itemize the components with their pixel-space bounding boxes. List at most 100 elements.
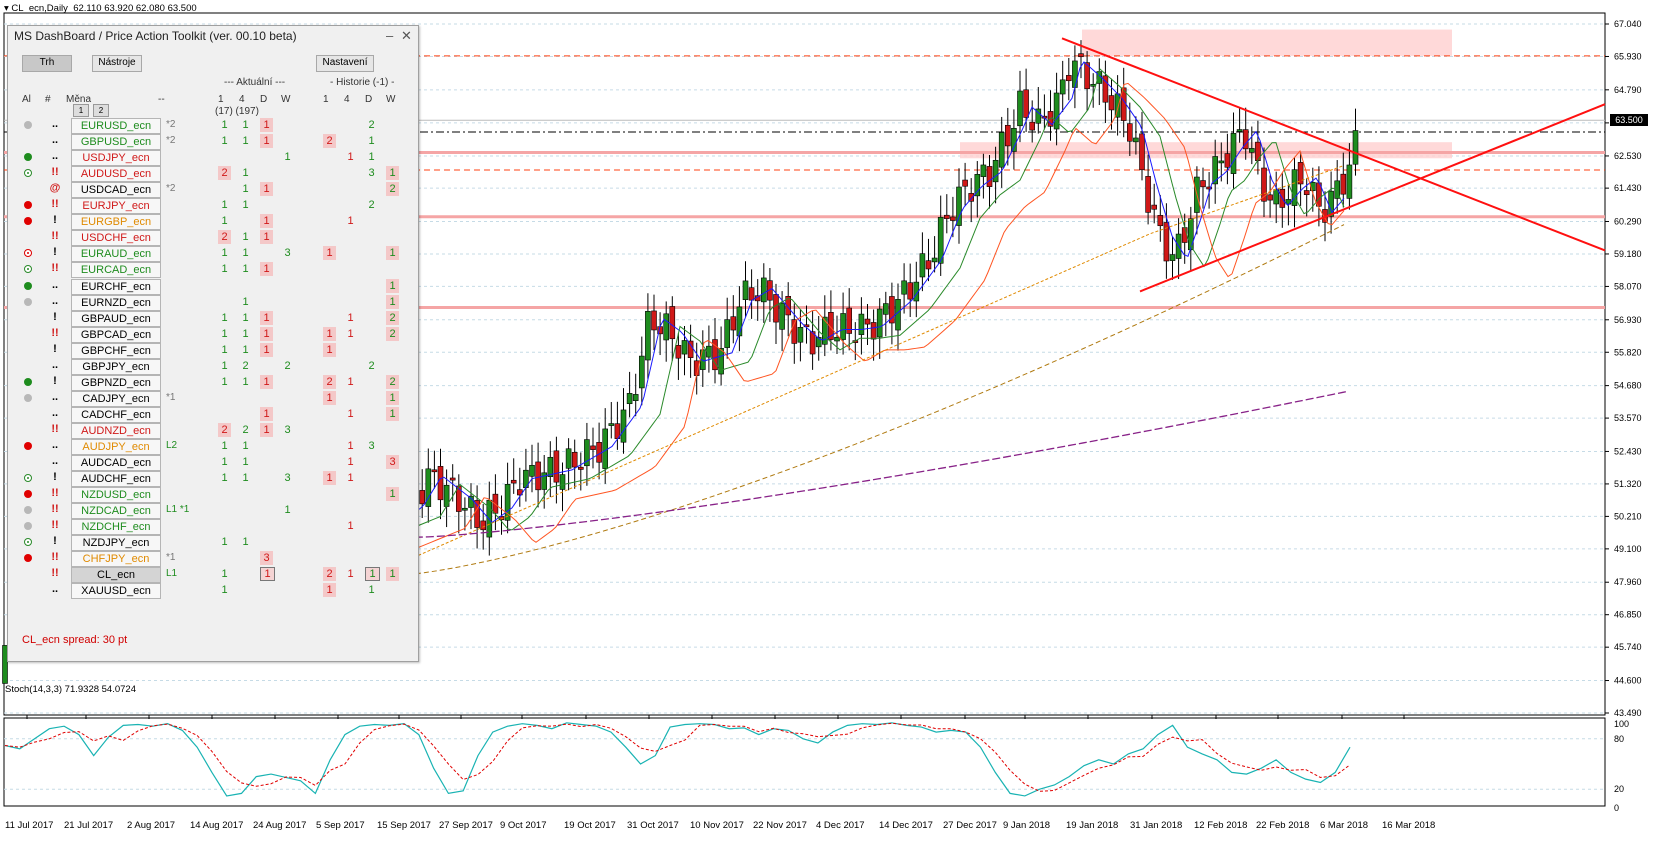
candle: [901, 280, 907, 295]
current-signal-cell: 1: [260, 342, 273, 357]
close-icon[interactable]: ✕: [401, 28, 412, 43]
symbol-button[interactable]: NZDCHF_ecn: [71, 519, 161, 536]
list-item[interactable]: .. EURNZD_ecn 1 1: [8, 294, 418, 311]
symbol-button[interactable]: USDCAD_ecn: [71, 182, 161, 199]
symbol-button[interactable]: GBPCAD_ecn: [71, 326, 161, 343]
symbol-button[interactable]: EURCHF_ecn: [71, 278, 161, 295]
symbol-button[interactable]: EURJPY_ecn: [71, 198, 161, 215]
symbol-button[interactable]: EURUSD_ecn: [71, 118, 161, 134]
symbol-button[interactable]: NZDCAD_ecn: [71, 503, 161, 520]
symbol-button[interactable]: AUDJPY_ecn: [71, 439, 161, 455]
current-signal-cell: [239, 391, 252, 405]
list-item[interactable]: ! EURGBP_ecn 1 1 1: [8, 213, 418, 231]
list-item[interactable]: !! AUDUSD_ecn 2 1 3 1: [8, 165, 418, 183]
page-2-button[interactable]: 2: [93, 104, 109, 117]
symbol-button[interactable]: CADCHF_ecn: [71, 406, 161, 423]
current-signal-cell: 1: [260, 134, 273, 149]
page-1-button[interactable]: 1: [73, 104, 89, 117]
alert-mark: !!: [51, 567, 59, 580]
minimize-icon[interactable]: –: [386, 28, 394, 43]
list-item[interactable]: !! GBPCAD_ecn 1 1 1 1 1 2: [8, 326, 418, 343]
list-item[interactable]: .. GBPJPY_ecn 1 2 2 2: [8, 358, 418, 375]
list-item[interactable]: .. EURUSD_ecn *2 1 1 1 2: [8, 117, 418, 134]
list-item[interactable]: !! CHFJPY_ecn *1 3: [8, 550, 418, 568]
symbol-button[interactable]: EURNZD_ecn: [71, 294, 161, 311]
list-item[interactable]: .. CADJPY_ecn *1 1 1: [8, 390, 418, 407]
current-signal-cell: [218, 551, 231, 565]
history-signal-cell: [386, 471, 399, 485]
current-signal-cell: 1: [242, 343, 249, 356]
list-item[interactable]: .. USDJPY_ecn 1 1 1: [8, 149, 418, 167]
alert-mark: !!: [51, 230, 59, 243]
candle: [590, 445, 596, 450]
current-signal-cell: 1: [221, 440, 228, 452]
list-item[interactable]: !! NZDCHF_ecn 1: [8, 518, 418, 536]
list-item[interactable]: !! AUDNZD_ecn 2 2 1 3: [8, 422, 418, 439]
symbol-button[interactable]: GBPUSD_ecn: [71, 134, 161, 151]
list-item[interactable]: ! NZDJPY_ecn 1 1: [8, 534, 418, 552]
list-item[interactable]: ! GBPNZD_ecn 1 1 1 2 1 2: [8, 374, 418, 391]
candle: [1200, 180, 1206, 188]
candle: [468, 495, 474, 508]
dashboard-panel[interactable]: MS DashBoard / Price Action Toolkit (ver…: [7, 25, 419, 662]
list-item[interactable]: !! NZDCAD_ecn L1 *1 1: [8, 502, 418, 520]
symbol-button[interactable]: AUDCHF_ecn: [71, 471, 161, 488]
candle: [1035, 108, 1042, 124]
symbol-button[interactable]: CADJPY_ecn: [71, 390, 161, 407]
symbol-button[interactable]: AUDUSD_ecn: [71, 166, 161, 183]
current-price-tag: 63.500: [1610, 114, 1648, 126]
symbol-button[interactable]: USDJPY_ecn: [71, 150, 161, 167]
date-tick-label: 6 Mar 2018: [1320, 820, 1368, 831]
list-item[interactable]: @ USDCAD_ecn *2 1 1 2: [8, 181, 418, 199]
list-item[interactable]: !! CL_ecn L1 1 1 2 1 1 1: [8, 566, 418, 584]
list-item[interactable]: .. AUDJPY_ecn L2 1 1 1 3: [8, 438, 418, 455]
list-item[interactable]: ! GBPCHF_ecn 1 1 1 1: [8, 342, 418, 359]
list-item[interactable]: .. CADCHF_ecn 1 1 1: [8, 406, 418, 423]
nastroje-button[interactable]: Nástroje: [92, 55, 142, 72]
symbol-button[interactable]: EURAUD_ecn: [71, 246, 161, 263]
panel-titlebar[interactable]: MS DashBoard / Price Action Toolkit (ver…: [8, 26, 418, 46]
list-item[interactable]: .. XAUUSD_ecn 1 1 1: [8, 582, 418, 600]
candle: [449, 477, 456, 481]
symbol-button[interactable]: GBPNZD_ecn: [71, 374, 161, 391]
date-tick-label: 27 Dec 2017: [943, 820, 997, 831]
history-signal-cell: [386, 583, 399, 597]
symbol-button[interactable]: XAUUSD_ecn: [71, 583, 161, 600]
symbol-button[interactable]: AUDCAD_ecn: [71, 455, 161, 472]
chevron-down-icon[interactable]: ▾: [4, 3, 12, 14]
list-item[interactable]: .. AUDCAD_ecn 1 1 1 3: [8, 454, 418, 472]
current-signal-cell: [218, 519, 231, 533]
list-item[interactable]: ! GBPAUD_ecn 1 1 1 1 2: [8, 310, 418, 327]
symbol-button[interactable]: EURCAD_ecn: [71, 262, 161, 279]
symbol-button[interactable]: EURGBP_ecn: [71, 214, 161, 231]
symbol-button[interactable]: CL_ecn: [71, 567, 161, 584]
symbol-button[interactable]: GBPAUD_ecn: [71, 310, 161, 327]
list-item[interactable]: !! USDCHF_ecn 2 1 1: [8, 229, 418, 247]
list-item[interactable]: ! AUDCHF_ecn 1 1 3 1 1: [8, 470, 418, 488]
nastaveni-button[interactable]: Nastavení: [316, 55, 374, 72]
list-item[interactable]: .. GBPUSD_ecn *2 1 1 1 2 1: [8, 133, 418, 151]
history-signal-cell: 1: [323, 326, 336, 341]
status-dot-icon: [24, 153, 32, 162]
list-item[interactable]: !! EURCAD_ecn 1 1 1: [8, 261, 418, 279]
symbol-button[interactable]: NZDUSD_ecn: [71, 487, 161, 504]
symbol-button[interactable]: USDCHF_ecn: [71, 230, 161, 247]
mena-header: Měna: [66, 94, 92, 105]
symbol-button[interactable]: AUDNZD_ecn: [71, 422, 161, 439]
list-item[interactable]: !! NZDUSD_ecn 1: [8, 486, 418, 504]
list-item[interactable]: ! EURAUD_ecn 1 1 3 1 1: [8, 245, 418, 263]
current-signal-cell: [260, 487, 273, 501]
candle: [779, 302, 785, 330]
symbol-button[interactable]: GBPCHF_ecn: [71, 342, 161, 359]
history-signal-cell: 1: [347, 375, 354, 388]
candle: [931, 257, 938, 263]
candle: [1334, 180, 1340, 199]
candle: [529, 465, 535, 477]
list-item[interactable]: !! EURJPY_ecn 1 1 2: [8, 197, 418, 215]
list-item[interactable]: .. EURCHF_ecn 1: [8, 278, 418, 295]
symbol-button[interactable]: NZDJPY_ecn: [71, 535, 161, 552]
symbol-button[interactable]: CHFJPY_ecn: [71, 551, 161, 568]
price-tick-label: 56.930: [1614, 315, 1642, 325]
symbol-button[interactable]: GBPJPY_ecn: [71, 358, 161, 375]
trh-button[interactable]: Trh: [22, 55, 72, 72]
